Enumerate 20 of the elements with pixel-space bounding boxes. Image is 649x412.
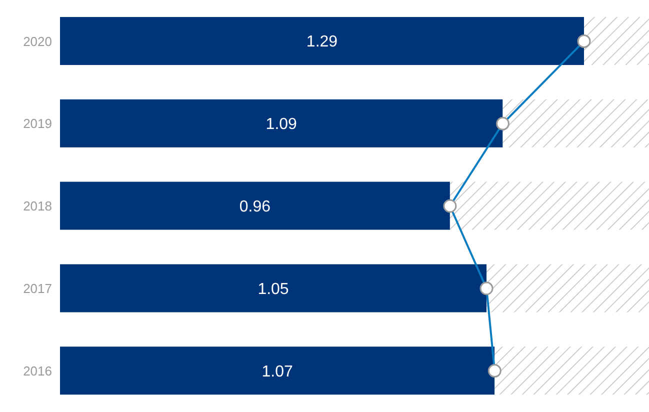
bar: [494, 346, 649, 395]
data-label: 1.05: [258, 280, 289, 298]
bar: [60, 17, 584, 65]
y-tick-label: 2018: [23, 198, 52, 214]
data-label: 1.29: [306, 34, 338, 51]
y-tick-label: 2019: [23, 116, 52, 132]
bar: [60, 182, 450, 230]
bar: [60, 346, 495, 395]
data-label: 1.09: [266, 116, 298, 134]
data-label: 1.07: [262, 363, 293, 380]
bar: [502, 99, 649, 148]
y-tick-label: 2017: [23, 281, 52, 296]
y-tick-label: 2020: [23, 34, 52, 49]
bar: [584, 17, 649, 65]
bar: [450, 182, 649, 230]
bar: [60, 264, 487, 312]
y-tick-label: 2016: [23, 363, 52, 378]
data-label: 0.96: [239, 198, 271, 216]
bar: [60, 99, 503, 148]
bar: [486, 264, 649, 312]
